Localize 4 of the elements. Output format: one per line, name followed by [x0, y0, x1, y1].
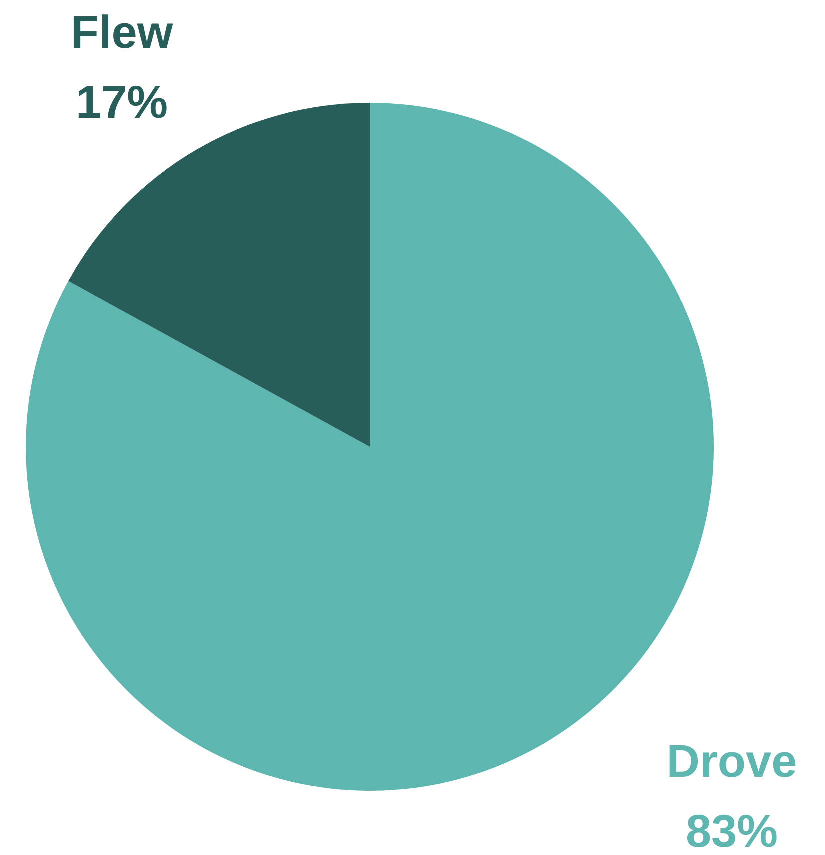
slice-label: Flew: [70, 6, 174, 58]
data-label: 17%: [76, 76, 168, 128]
data-label: 83%: [686, 805, 778, 855]
slice-label: Drove: [666, 735, 798, 787]
